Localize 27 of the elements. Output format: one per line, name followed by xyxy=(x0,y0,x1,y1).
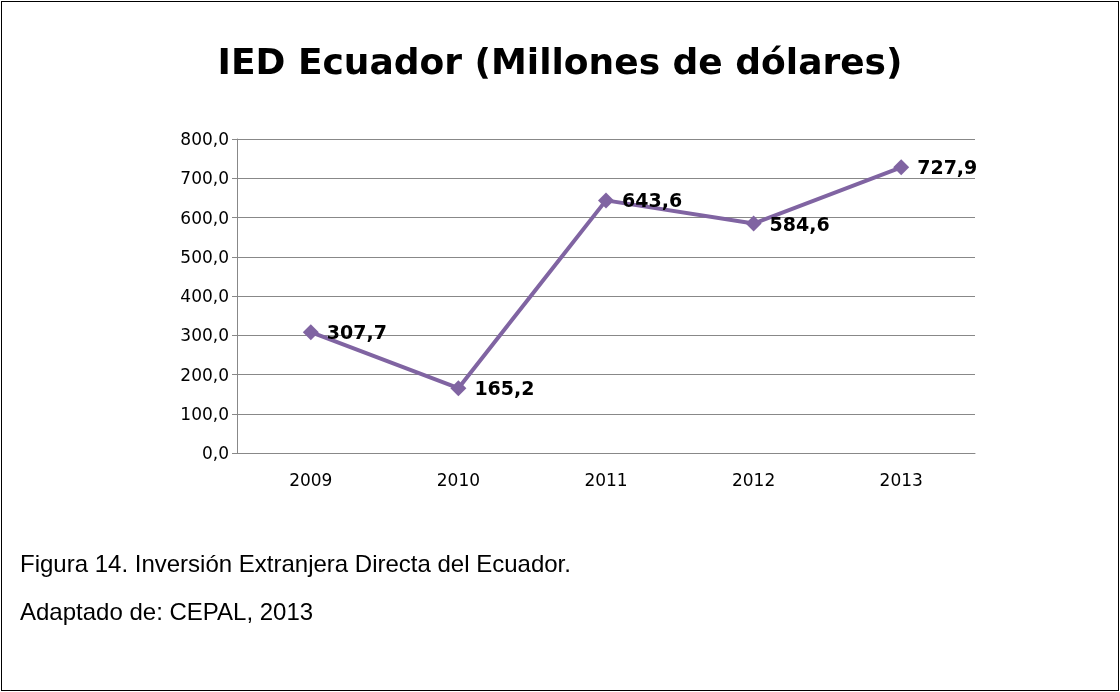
data-label: 165,2 xyxy=(474,377,535,400)
y-tick-label: 600,0 xyxy=(180,207,229,228)
point xyxy=(450,380,467,397)
x-tick-label: 2010 xyxy=(436,469,481,490)
x-tick-label: 2012 xyxy=(731,469,776,490)
y-tick-label: 200,0 xyxy=(180,364,229,385)
data-label: 584,6 xyxy=(769,212,830,235)
x-tick-label: 2011 xyxy=(584,469,628,490)
y-tick-label: 500,0 xyxy=(180,246,229,267)
y-tick-label: 700,0 xyxy=(180,168,229,189)
text: Adaptado de: CEPAL, 2013 xyxy=(20,598,314,626)
point xyxy=(893,159,910,176)
chart-title: IED Ecuador (Millones de dólares) xyxy=(217,40,903,82)
point xyxy=(598,192,614,209)
data-label: 727,9 xyxy=(917,156,978,179)
point xyxy=(745,215,762,232)
y-tick-label: 300,0 xyxy=(180,325,229,346)
x-tick-label: 2013 xyxy=(879,469,923,490)
data-label: 643,6 xyxy=(622,189,683,212)
y-tick-label: 100,0 xyxy=(180,403,229,424)
data-label: 307,7 xyxy=(326,321,387,344)
y-tick-label: 400,0 xyxy=(180,286,229,306)
text: Figura 14. Inversión Extranjera Directa del Ecuador. xyxy=(20,550,571,578)
y-tick-label: 800,0 xyxy=(180,129,229,149)
y-tick-label: 0,0 xyxy=(201,443,229,463)
point xyxy=(302,324,319,341)
x-tick-label: 2009 xyxy=(289,469,333,490)
